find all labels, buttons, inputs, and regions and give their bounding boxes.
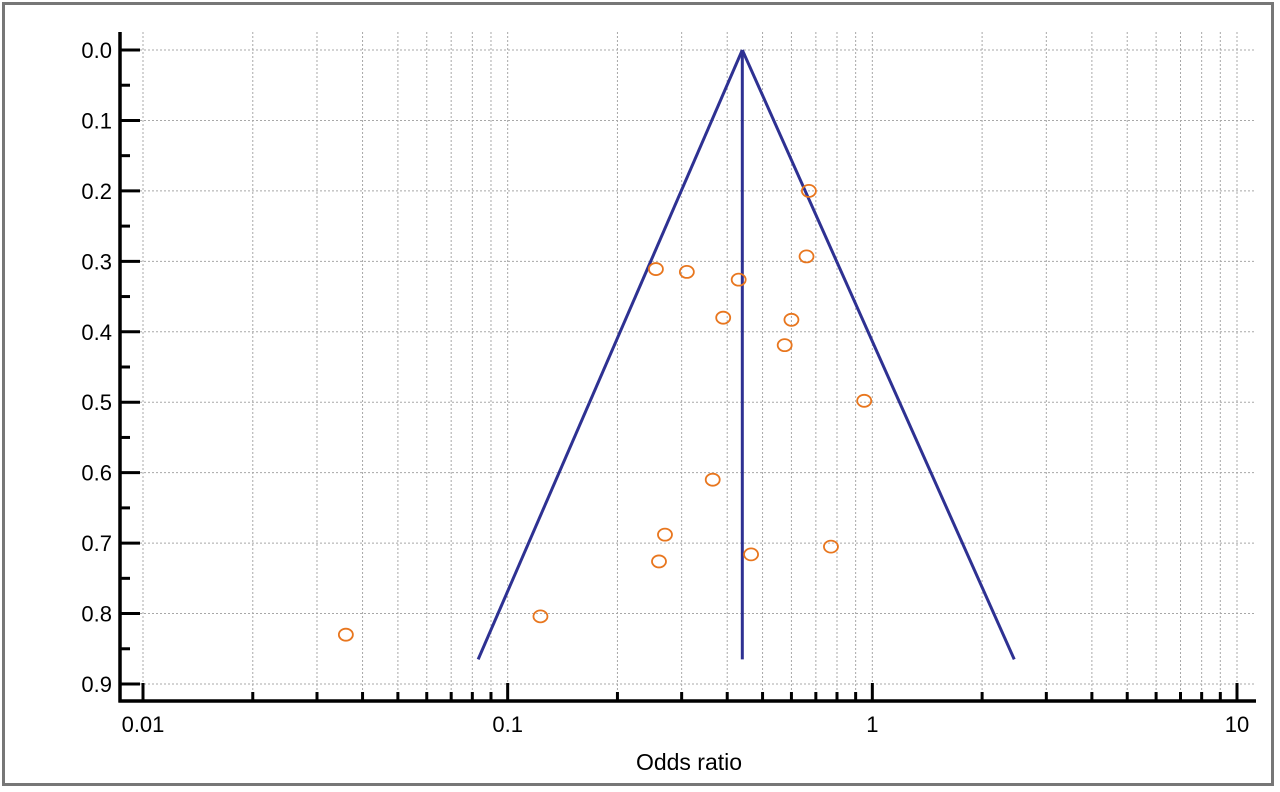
study-point <box>823 539 839 554</box>
y-tick-label: 0.5 <box>81 390 112 415</box>
study-point <box>532 609 549 624</box>
data-points <box>337 183 873 642</box>
y-tick-label: 0.9 <box>81 672 112 697</box>
study-point <box>730 272 747 287</box>
y-tick-label: 0.8 <box>81 602 112 627</box>
study-point <box>856 393 873 408</box>
tick-labels: 0.0 0.1 0.2 0.3 0.4 0.5 0.6 0.7 0.8 0.9 0.01 0.1 1 10 <box>81 38 1249 737</box>
study-point <box>715 310 732 325</box>
study-point <box>776 338 793 353</box>
y-tick-label: 0.0 <box>81 38 112 63</box>
x-tick-label: 0.1 <box>492 712 523 737</box>
x-tick-label: 10 <box>1225 712 1249 737</box>
x-axis-title: Odds ratio <box>636 749 742 775</box>
study-point <box>337 627 354 642</box>
study-point <box>678 264 695 279</box>
axes <box>118 32 1256 703</box>
y-tick-label: 0.4 <box>81 320 112 345</box>
study-point <box>783 312 800 327</box>
study-point <box>798 249 815 264</box>
funnel <box>476 49 1016 660</box>
y-tick-label: 0.6 <box>81 461 112 486</box>
study-point <box>657 527 673 542</box>
study-point <box>743 547 759 562</box>
funnel-left-limit <box>476 49 744 660</box>
y-tick-label: 0.7 <box>81 531 112 556</box>
funnel-right-limit <box>740 49 1016 660</box>
grid <box>120 32 1256 701</box>
y-tick-label: 0.3 <box>81 249 112 274</box>
study-point <box>801 183 817 198</box>
x-tick-label: 0.01 <box>122 712 165 737</box>
y-tick-label: 0.1 <box>81 108 112 133</box>
x-tick-label: 1 <box>866 712 878 737</box>
study-point <box>651 554 667 569</box>
study-point <box>648 262 664 276</box>
y-tick-label: 0.2 <box>81 179 112 204</box>
study-point <box>704 472 721 487</box>
